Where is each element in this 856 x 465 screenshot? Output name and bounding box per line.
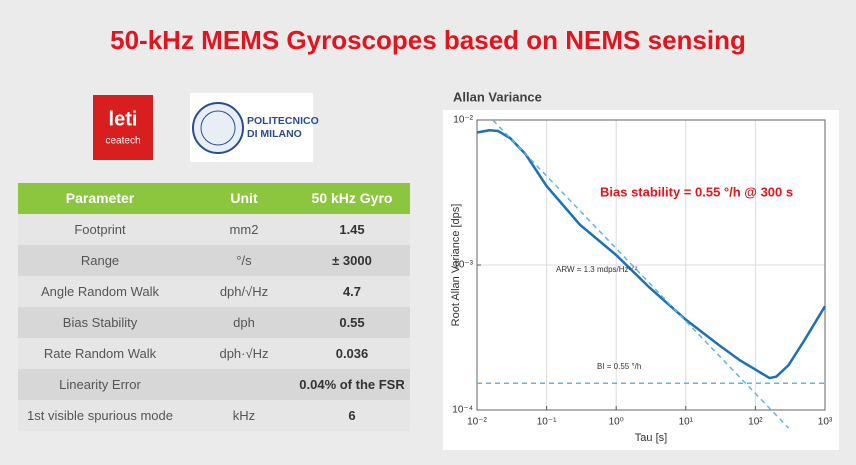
polimi-line2: DI MILANO — [247, 128, 302, 140]
table-row-bg — [18, 400, 410, 431]
x-tick-label: 10⁰ — [609, 417, 624, 428]
bi-note: BI = 0.55 °/h — [597, 362, 641, 371]
table-cell: kHz — [233, 408, 255, 423]
table-cell: 1.45 — [339, 222, 364, 237]
table-row-bg — [18, 276, 410, 307]
plot-frame — [476, 119, 826, 411]
table-cell: dph/√Hz — [220, 284, 268, 299]
x-tick-label: 10² — [748, 417, 763, 428]
table: Parameter Unit 50 kHz Gyro Footprint mm2 1.45… — [18, 183, 410, 431]
table-cell: Bias Stability — [63, 315, 138, 330]
series-line — [492, 119, 790, 429]
table-cell: 1st visible spurious mode — [27, 408, 173, 423]
y-axis-label: Root Allan Variance [dps] — [450, 204, 462, 327]
leti-logo — [93, 95, 153, 160]
table-cell: ± 3000 — [332, 253, 372, 268]
x-tick-label: 10⁻² — [467, 417, 487, 428]
polimi-line1: POLITECNICO — [247, 115, 319, 127]
x-tick-label: 10³ — [818, 417, 833, 428]
table-cell: dph — [233, 315, 255, 330]
x-axis-label: Tau [s] — [635, 432, 667, 444]
table-cell: 6 — [348, 408, 355, 423]
header-cell: Unit — [230, 190, 258, 206]
header-cell: 50 kHz Gyro — [312, 190, 393, 206]
bias-note: Bias stability = 0.55 °/h @ 300 s — [600, 184, 793, 199]
table-cell: Footprint — [74, 222, 126, 237]
table-cell: 4.7 — [343, 284, 361, 299]
table-cell: 0.55 — [339, 315, 364, 330]
header-cell: Parameter — [66, 190, 135, 206]
table-row-bg — [18, 369, 410, 400]
table-cell: 0.04% of the FSR — [299, 377, 405, 392]
table-cell: °/s — [236, 253, 252, 268]
table-header-bg — [18, 183, 410, 214]
table-cell: mm2 — [230, 222, 259, 237]
table-cell: Angle Random Walk — [41, 284, 160, 299]
y-tick-label: 10⁻³ — [453, 260, 473, 271]
plot: 10⁻² 10⁻¹ 10⁰ 10¹ 10² 10³ 10⁻⁴ 10⁻³ 10⁻² Tau [s] R… — [450, 115, 833, 444]
table-row-bg — [18, 214, 410, 245]
arw-note: ARW = 1.3 mdps/Hz¹ᐟ² — [556, 265, 638, 274]
polimi-seal-inner — [200, 110, 236, 146]
table-row-bg — [18, 338, 410, 369]
leti-sub: ceatech — [105, 136, 140, 147]
y-tick-label: 10⁻² — [453, 115, 473, 126]
table-cell: dph·√Hz — [219, 346, 268, 361]
table-row-bg — [18, 307, 410, 338]
table-cell: Linearity Error — [59, 377, 141, 392]
leti-name: leti — [109, 108, 138, 130]
title: 50-kHz MEMS Gyroscopes based on NEMS sen… — [110, 25, 746, 55]
y-tick-label: 10⁻⁴ — [452, 405, 473, 416]
table-cell: Rate Random Walk — [44, 346, 157, 361]
table-cell: 0.036 — [336, 346, 369, 361]
x-tick-label: 10⁻¹ — [537, 417, 557, 428]
table-cell: Range — [81, 253, 119, 268]
x-tick-label: 10¹ — [679, 417, 694, 428]
chart-title: Allan Variance — [453, 89, 542, 104]
table-row-bg — [18, 245, 410, 276]
polimi-seal — [192, 102, 244, 154]
